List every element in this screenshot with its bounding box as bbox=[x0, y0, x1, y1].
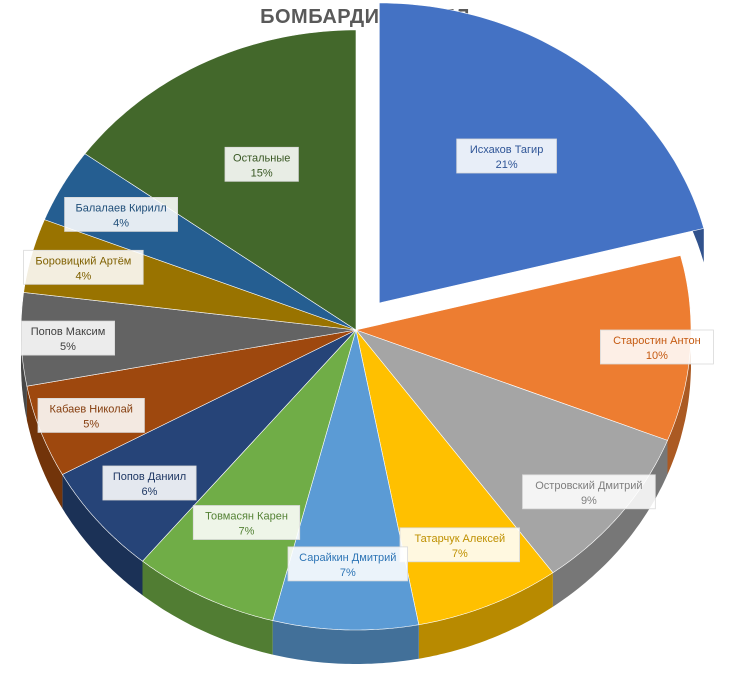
pie-side-сарайкин-дмитрий bbox=[272, 620, 419, 664]
pie-side-кабаев-николай bbox=[26, 386, 63, 509]
data-label-name: Попов Максим bbox=[31, 326, 106, 338]
pie-side-попов-даниил bbox=[62, 474, 143, 596]
data-label-percent: 6% bbox=[142, 486, 158, 498]
data-label-percent: 7% bbox=[340, 567, 356, 579]
data-label-name: Исхаков Тагир bbox=[470, 144, 543, 156]
data-label-товмасян-карен: Товмасян Карен 7% bbox=[192, 505, 301, 540]
data-label-name: Товмасян Карен bbox=[205, 511, 288, 523]
data-label-percent: 4% bbox=[113, 217, 129, 229]
data-label-балалаев-кирилл: Балалаев Кирилл 4% bbox=[64, 196, 178, 232]
data-label-name: Татарчук Алексей bbox=[414, 533, 505, 545]
pie-side-татарчук-алексей bbox=[418, 572, 553, 659]
data-label-name: Боровицкий Артём bbox=[35, 255, 131, 267]
data-label-percent: 5% bbox=[60, 341, 76, 353]
data-label-попов-даниил: Попов Даниил 6% bbox=[102, 465, 197, 501]
pie-labels: Исхаков Тагир 21% Старостин Антон 10% Остров… bbox=[20, 138, 714, 582]
data-label-percent: 7% bbox=[452, 548, 468, 560]
data-label-box bbox=[37, 397, 145, 433]
data-label-name: Балалаев Кирилл bbox=[76, 202, 167, 214]
pie-slice-остальные bbox=[84, 29, 357, 331]
data-label-box bbox=[600, 329, 714, 365]
data-label-box bbox=[192, 505, 301, 540]
data-label-percent: 4% bbox=[75, 270, 91, 282]
data-label-box bbox=[287, 546, 408, 582]
data-label-name: Островский Дмитрий bbox=[535, 480, 642, 492]
data-label-старостин-антон: Старостин Антон 10% bbox=[600, 329, 714, 365]
data-label-box bbox=[522, 474, 656, 510]
data-label-татарчук-алексей: Татарчук Алексей 7% bbox=[399, 527, 520, 563]
data-label-исхаков-тагир: Исхаков Тагир 21% bbox=[456, 138, 557, 174]
data-label-островский-дмитрий: Островский Дмитрий 9% bbox=[522, 474, 656, 510]
pie-side-товмасян-карен bbox=[142, 561, 273, 655]
data-label-box bbox=[64, 196, 178, 232]
data-label-box bbox=[102, 465, 197, 501]
data-label-попов-максим: Попов Максим 5% bbox=[20, 320, 115, 356]
data-label-box bbox=[20, 320, 115, 356]
data-label-percent: 7% bbox=[239, 526, 255, 538]
data-label-box bbox=[224, 146, 299, 182]
data-label-name: Кабаев Николай bbox=[50, 403, 133, 415]
data-label-name: Старостин Антон bbox=[613, 335, 701, 347]
data-label-percent: 21% bbox=[496, 159, 518, 171]
pie-side-старостин-антон bbox=[667, 255, 691, 475]
data-label-percent: 9% bbox=[581, 495, 597, 507]
data-label-percent: 15% bbox=[251, 167, 273, 179]
data-label-box bbox=[23, 249, 144, 285]
data-label-percent: 5% bbox=[83, 418, 99, 430]
pie-slice-попов-даниил bbox=[61, 329, 357, 562]
data-label-кабаев-николай: Кабаев Николай 5% bbox=[37, 397, 145, 433]
pie-side-островский-дмитрий bbox=[552, 440, 668, 607]
data-label-box bbox=[456, 138, 557, 174]
pie-slice-товмасян-карен bbox=[142, 329, 357, 621]
data-label-box bbox=[399, 527, 520, 563]
data-label-name: Сарайкин Дмитрий bbox=[299, 552, 396, 564]
data-label-percent: 10% bbox=[646, 350, 668, 362]
data-label-остальные: Остальные 15% bbox=[224, 146, 299, 182]
pie-slice-островский-дмитрий bbox=[355, 329, 668, 574]
data-label-боровицкий-артём: Боровицкий Артём 4% bbox=[23, 249, 144, 285]
data-label-name: Остальные bbox=[233, 152, 290, 164]
data-label-сарайкин-дмитрий: Сарайкин Дмитрий 7% bbox=[287, 546, 408, 582]
data-label-name: Попов Даниил bbox=[113, 471, 186, 483]
pie-slices bbox=[20, 2, 705, 631]
